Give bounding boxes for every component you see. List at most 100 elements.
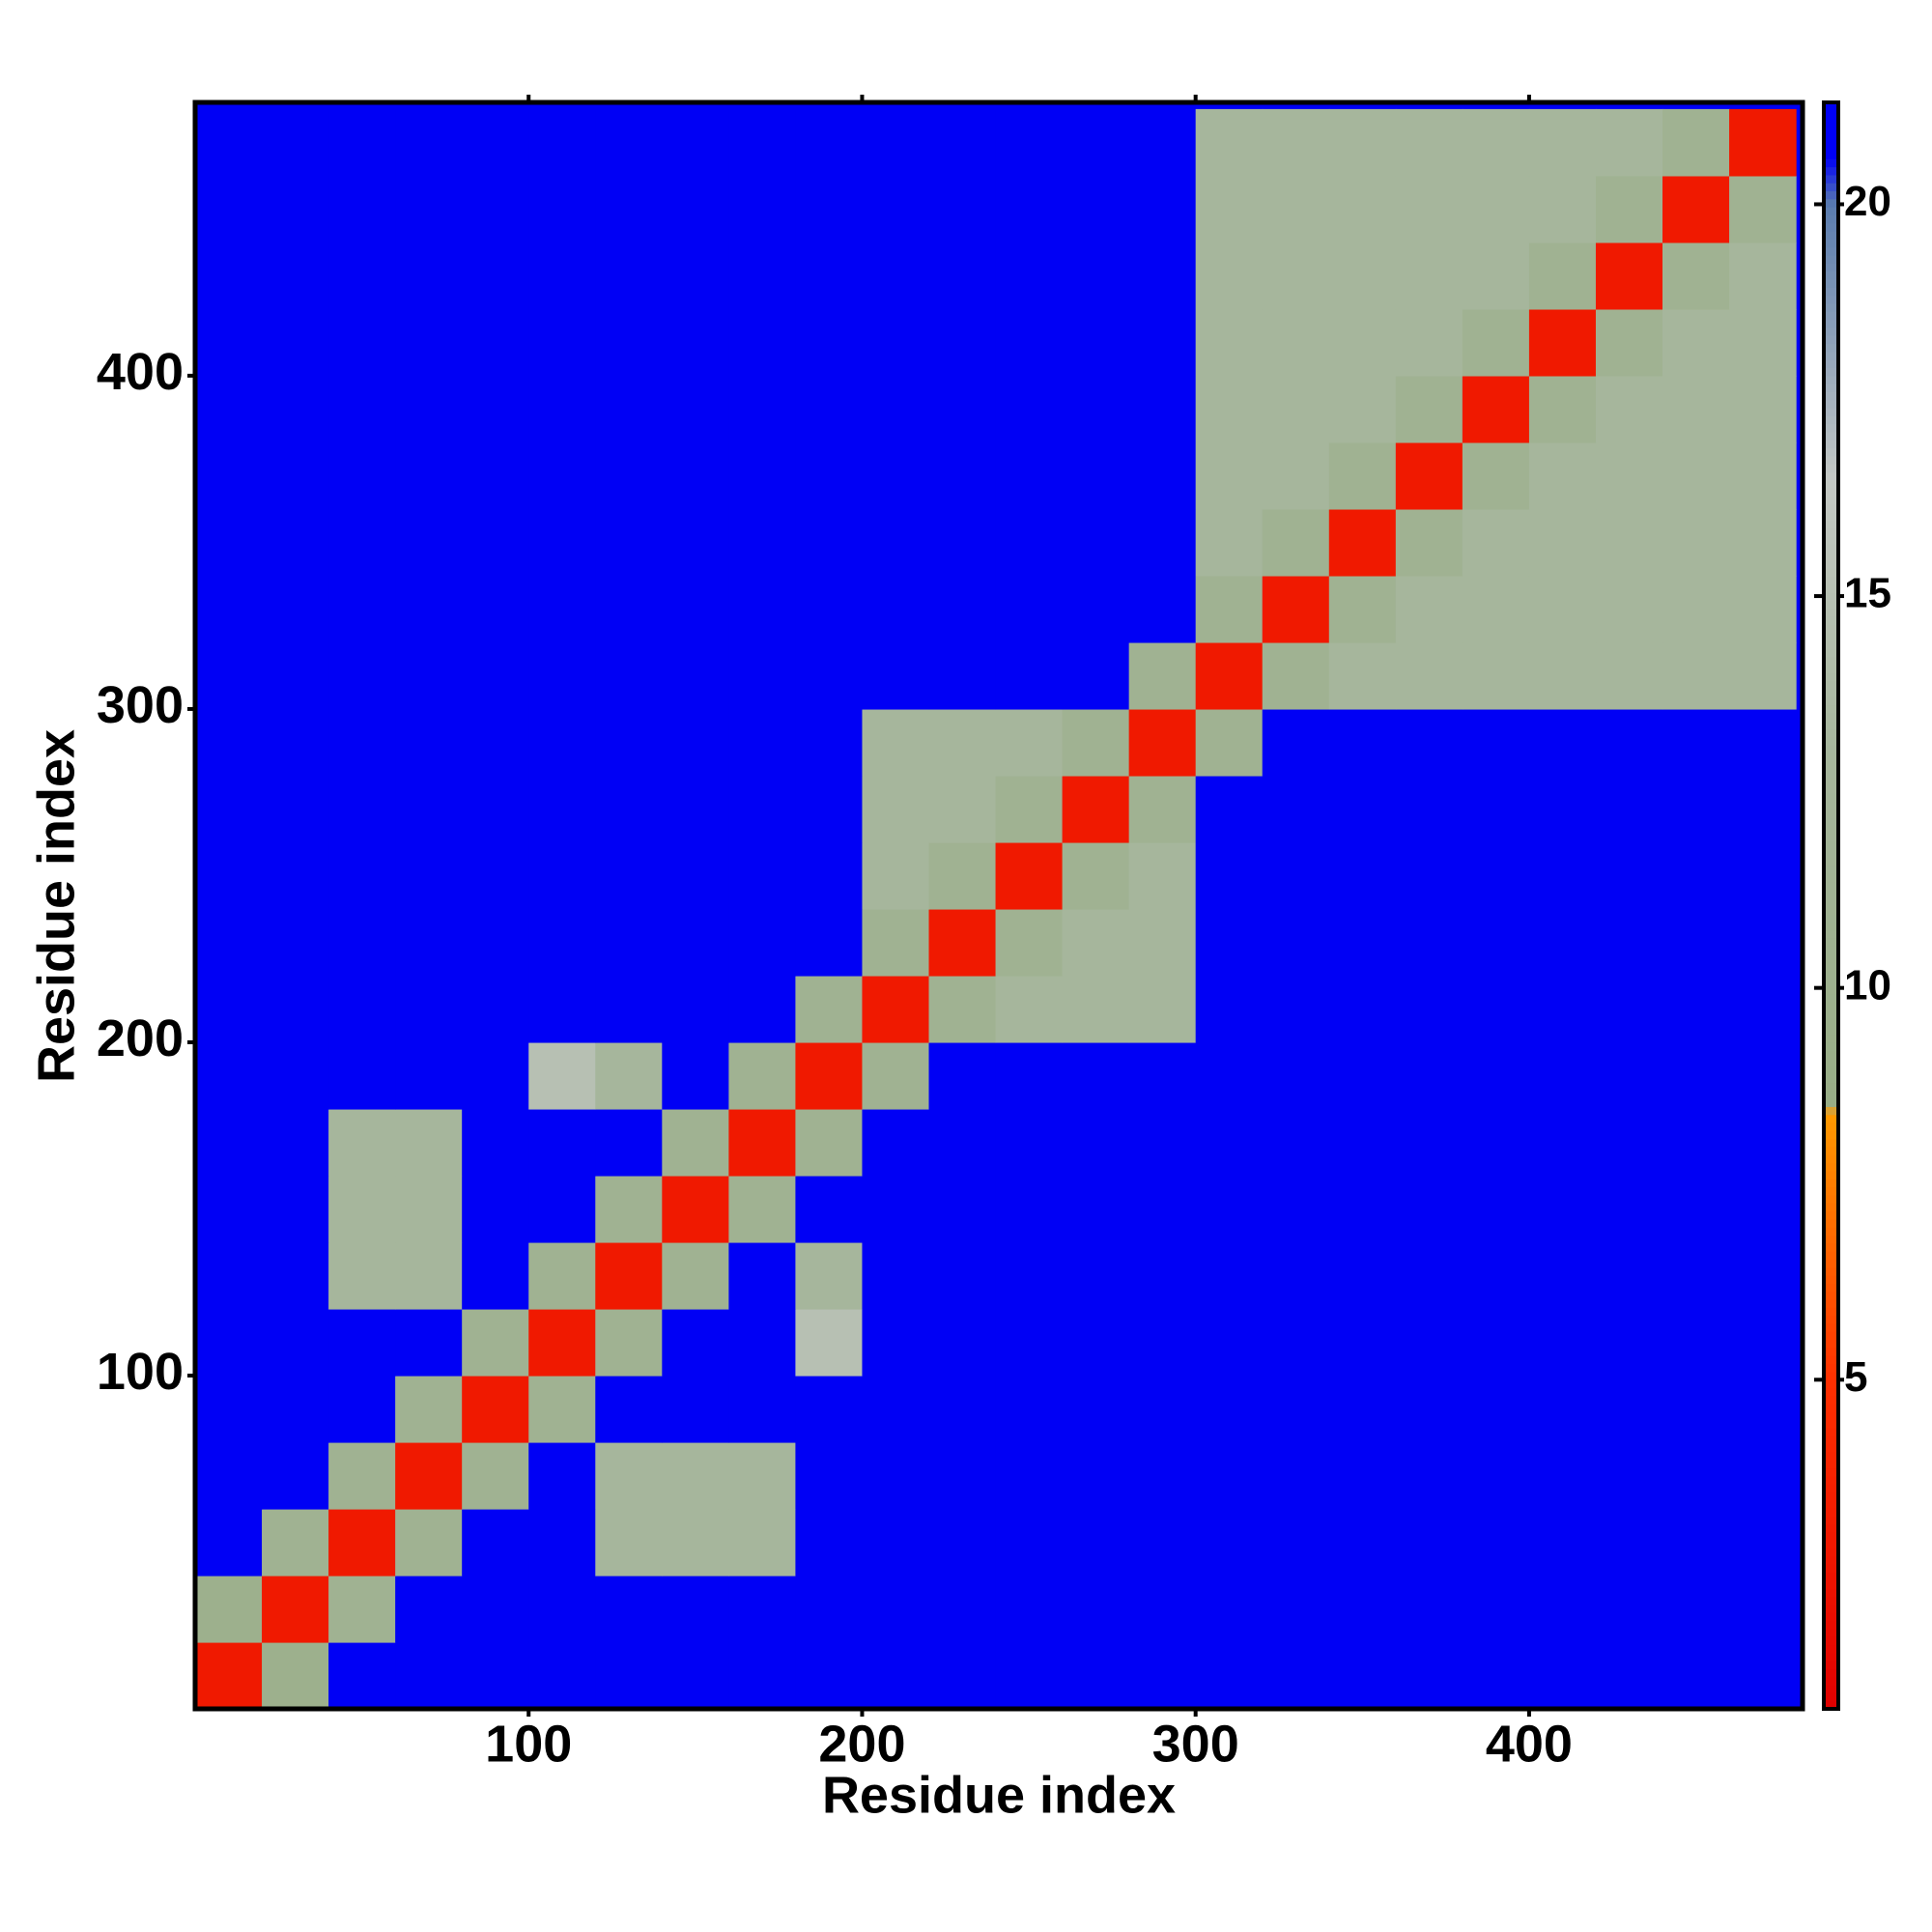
colorbar-segment	[1824, 881, 1838, 891]
heatmap-cell	[928, 775, 997, 843]
heatmap-cell	[1729, 841, 1797, 910]
heatmap-cell	[795, 1375, 864, 1443]
colorbar-segment	[1824, 126, 1838, 135]
heatmap-cell	[1729, 1108, 1797, 1177]
heatmap-cell	[395, 242, 463, 310]
heatmap-cell	[1128, 775, 1197, 843]
heatmap-cell	[595, 1041, 663, 1110]
heatmap-cell	[595, 1641, 663, 1710]
heatmap-cell	[1528, 975, 1597, 1043]
heatmap-cell	[595, 908, 663, 977]
colorbar-segment	[1824, 118, 1838, 128]
heatmap-cell	[1195, 1575, 1264, 1643]
heatmap-cell	[328, 1175, 396, 1243]
heatmap-cell	[1528, 641, 1597, 710]
heatmap-cell	[395, 108, 463, 177]
heatmap-cell	[728, 775, 797, 843]
heatmap-cell	[995, 1241, 1064, 1310]
heatmap-cell	[1262, 908, 1330, 977]
heatmap-cell	[662, 708, 729, 777]
heatmap-cell	[728, 1175, 797, 1243]
heatmap-cell	[1062, 1108, 1130, 1177]
colorbar-segment	[1824, 704, 1838, 714]
heatmap-cell	[195, 1241, 263, 1310]
heatmap-cell	[662, 1308, 729, 1377]
heatmap-cell	[1062, 1575, 1130, 1643]
heatmap-cell	[1195, 1041, 1264, 1110]
colorbar-segment	[1824, 1251, 1838, 1260]
colorbar-segment	[1824, 905, 1838, 915]
heatmap-cell	[928, 575, 997, 643]
colorbar-tick-label: 5	[1844, 1353, 1867, 1401]
heatmap-cell	[1395, 508, 1463, 577]
colorbar-segment	[1824, 616, 1838, 626]
y-tick-label: 200	[97, 1009, 184, 1067]
heatmap-cell	[1395, 1241, 1463, 1310]
heatmap-cell	[1195, 1441, 1264, 1510]
heatmap-cell	[1395, 775, 1463, 843]
heatmap-cell	[528, 108, 596, 177]
colorbar-segment	[1824, 1692, 1838, 1702]
colorbar-segment	[1824, 1041, 1838, 1051]
heatmap-cell	[928, 1175, 997, 1243]
heatmap-cell	[328, 1508, 396, 1577]
heatmap-cell	[1062, 175, 1130, 243]
heatmap-cell	[662, 575, 729, 643]
heatmap-cell	[528, 708, 596, 777]
heatmap-cell	[795, 575, 864, 643]
heatmap-cell	[528, 1375, 596, 1443]
colorbar-segment	[1824, 857, 1838, 867]
heatmap-cell	[1062, 708, 1130, 777]
colorbar-segment	[1824, 1604, 1838, 1613]
heatmap-cell	[795, 908, 864, 977]
heatmap-cell	[662, 1241, 729, 1310]
heatmap-cell	[1195, 975, 1264, 1043]
heatmap-cell	[395, 1441, 463, 1510]
heatmap-cell	[795, 708, 864, 777]
heatmap-cell	[662, 375, 729, 443]
heatmap-cell	[1729, 308, 1797, 377]
heatmap-cell	[928, 242, 997, 310]
heatmap-cell	[1328, 1041, 1397, 1110]
heatmap-cell	[595, 1241, 663, 1310]
colorbar-segment	[1824, 1427, 1838, 1436]
heatmap-cell	[462, 242, 529, 310]
heatmap-cell	[262, 975, 329, 1043]
colorbar-segment	[1824, 158, 1838, 168]
colorbar-segment	[1824, 760, 1838, 770]
heatmap-cell	[995, 908, 1064, 977]
colorbar-segment	[1824, 1339, 1838, 1349]
heatmap-cell	[728, 1308, 797, 1377]
heatmap-cell	[1328, 1641, 1397, 1710]
heatmap-cell	[1395, 108, 1463, 177]
heatmap-cell	[262, 242, 329, 310]
heatmap-cell	[462, 441, 529, 510]
heatmap-cell	[662, 641, 729, 710]
colorbar-segment	[1824, 840, 1838, 850]
heatmap-cell	[1328, 775, 1397, 843]
heatmap-cell	[1195, 441, 1264, 510]
colorbar-segment	[1824, 953, 1838, 963]
colorbar-segment	[1824, 440, 1838, 449]
heatmap-cell	[862, 1241, 930, 1310]
heatmap-cell	[662, 775, 729, 843]
heatmap-cell	[795, 1108, 864, 1177]
colorbar-segment	[1824, 503, 1838, 513]
colorbar-segment	[1824, 302, 1838, 312]
heatmap-cell	[795, 975, 864, 1043]
heatmap-cell	[995, 1575, 1064, 1643]
heatmap-cell	[728, 1441, 797, 1510]
heatmap-cell	[1528, 175, 1597, 243]
heatmap-cell	[1262, 308, 1330, 377]
heatmap-cell	[195, 1441, 263, 1510]
heatmap-cell	[395, 1241, 463, 1310]
heatmap-cell	[395, 1108, 463, 1177]
heatmap-cell	[862, 441, 930, 510]
heatmap-cell	[262, 775, 329, 843]
heatmap-cell	[595, 575, 663, 643]
heatmap-cell	[1062, 1308, 1130, 1377]
heatmap-cell	[262, 1175, 329, 1243]
heatmap-cell	[1462, 1241, 1530, 1310]
heatmap-cell	[195, 975, 263, 1043]
heatmap-cell	[1195, 1641, 1264, 1710]
